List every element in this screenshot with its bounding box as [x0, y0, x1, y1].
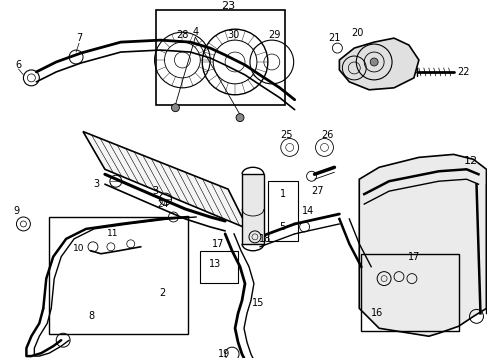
Text: 7: 7 [76, 33, 82, 43]
Text: 10: 10 [73, 244, 84, 253]
Text: 18: 18 [258, 234, 270, 244]
Text: 8: 8 [88, 311, 94, 321]
Text: 26: 26 [321, 130, 333, 140]
Circle shape [369, 58, 377, 66]
Text: 17: 17 [407, 252, 419, 262]
Text: 15: 15 [251, 298, 264, 309]
Polygon shape [359, 154, 486, 336]
Text: 2: 2 [159, 288, 165, 298]
Text: 6: 6 [15, 60, 21, 70]
Text: 28: 28 [176, 30, 188, 40]
Text: 11: 11 [107, 229, 119, 238]
Text: 14: 14 [301, 206, 313, 216]
Bar [49, 217, 188, 334]
Text: 25: 25 [280, 130, 292, 140]
Text: 16: 16 [370, 309, 383, 318]
Text: 21: 21 [327, 33, 340, 43]
Bar [200, 251, 238, 283]
Text: 3: 3 [93, 179, 99, 189]
Text: 12: 12 [463, 156, 477, 166]
Text: 24: 24 [157, 199, 168, 208]
Text: 9: 9 [13, 206, 20, 216]
Text: 20: 20 [350, 28, 363, 38]
Text: 23: 23 [221, 1, 235, 12]
Circle shape [236, 114, 244, 122]
Bar [155, 10, 284, 105]
Text: 4: 4 [192, 27, 198, 37]
Polygon shape [339, 38, 418, 90]
Text: 19: 19 [217, 349, 230, 359]
Circle shape [171, 104, 179, 112]
Text: 3: 3 [152, 186, 158, 196]
Text: 5: 5 [279, 222, 285, 232]
Polygon shape [83, 131, 247, 229]
Text: 17: 17 [212, 239, 224, 249]
Text: 29: 29 [268, 30, 281, 40]
Text: 13: 13 [209, 259, 221, 269]
Bar [361, 254, 458, 331]
Text: 30: 30 [226, 30, 239, 40]
Text: 1: 1 [279, 189, 285, 199]
Bar [242, 174, 264, 244]
Text: 22: 22 [456, 67, 469, 77]
Bar [267, 181, 297, 241]
Text: 27: 27 [311, 186, 323, 196]
